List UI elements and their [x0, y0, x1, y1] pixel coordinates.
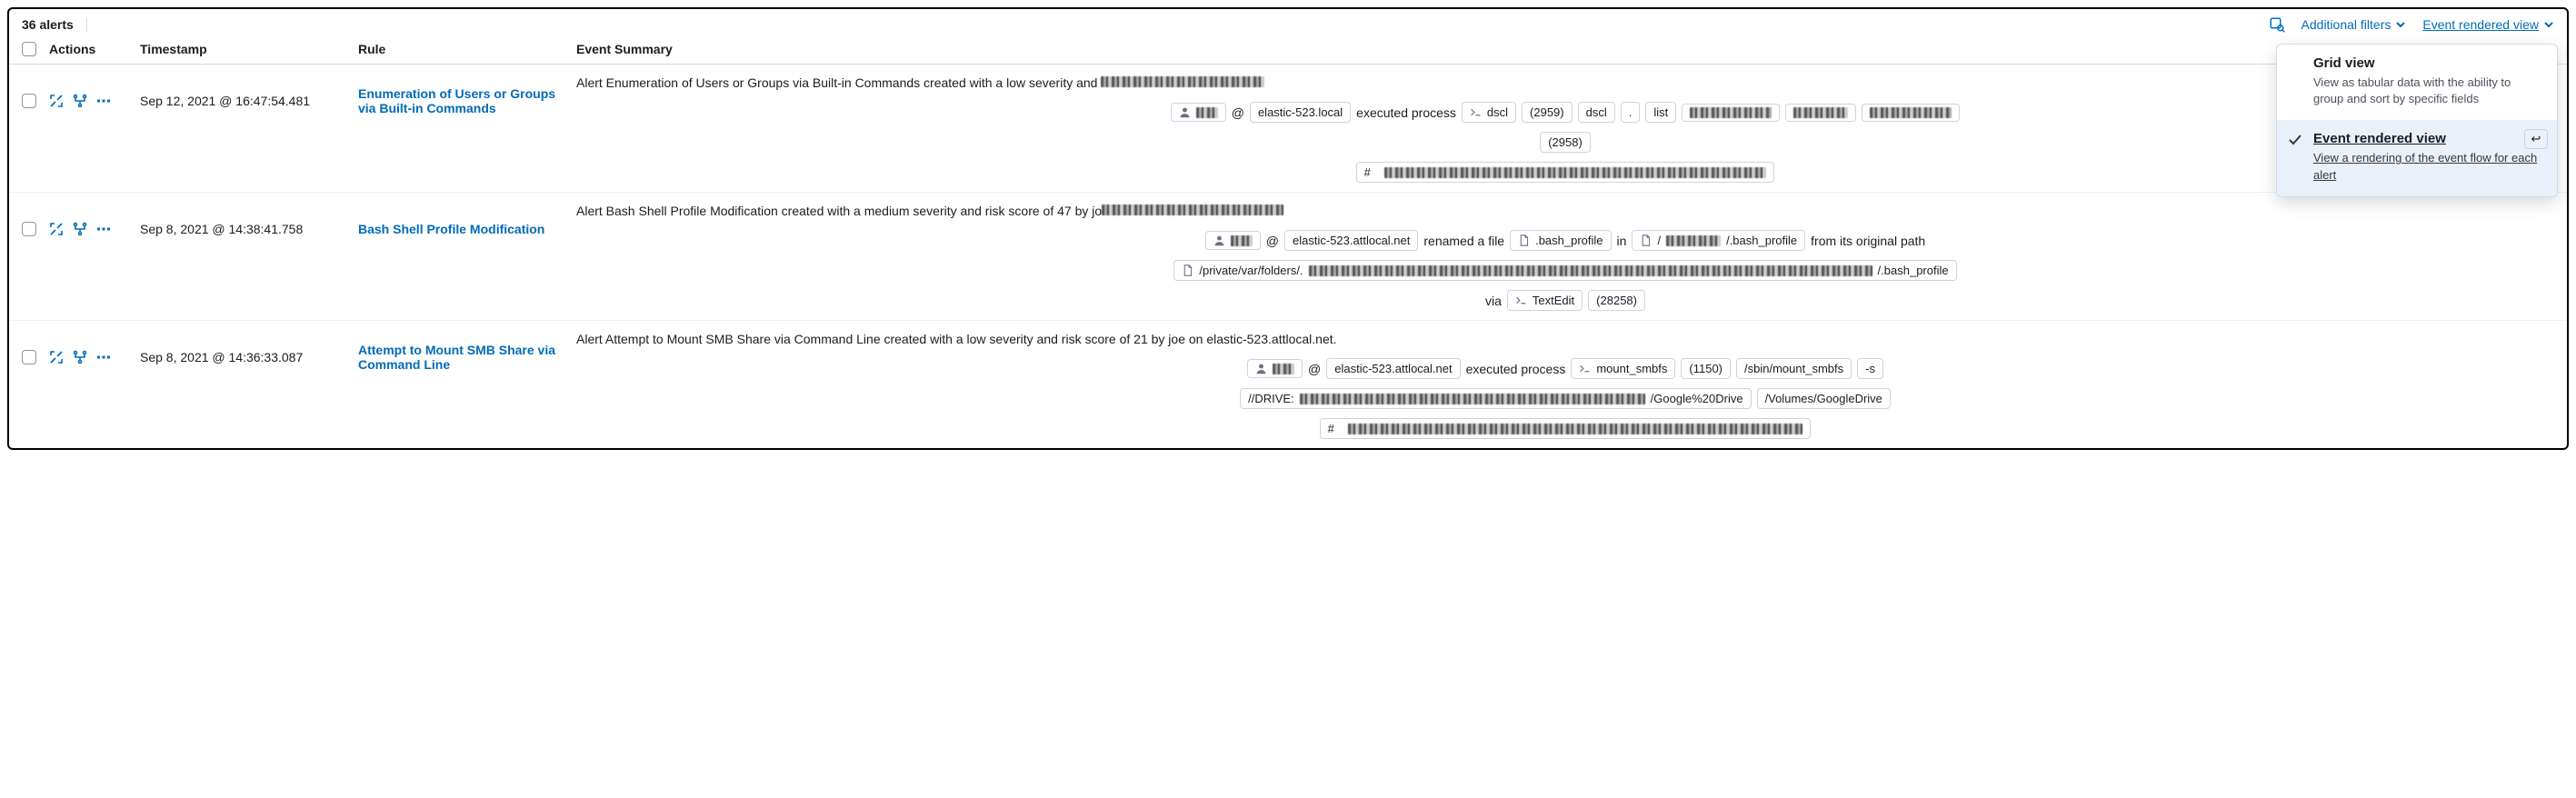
more-icon[interactable]	[96, 94, 111, 108]
process-pill[interactable]: mount_smbfs	[1571, 358, 1675, 379]
user-pill[interactable]	[1247, 359, 1303, 378]
col-timestamp: Timestamp	[140, 42, 358, 56]
analyze-icon[interactable]	[73, 94, 87, 108]
process-pill[interactable]: TextEdit	[1507, 290, 1583, 311]
path-pill[interactable]: /Volumes/GoogleDrive	[1757, 388, 1891, 409]
pid-pill[interactable]: (28258)	[1588, 290, 1645, 311]
dropdown-option-rendered[interactable]: Event rendered view View a rendering of …	[2277, 120, 2557, 195]
additional-filters-button[interactable]: Additional filters	[2301, 17, 2407, 32]
grid-view-title: Grid view	[2313, 55, 2542, 71]
table-row: Sep 8, 2021 @ 14:38:41.758 Bash Shell Pr…	[9, 193, 2567, 321]
rule-link[interactable]: Attempt to Mount SMB Share via Command L…	[358, 343, 558, 372]
host-pill[interactable]: elastic-523.local	[1250, 102, 1351, 123]
row-checkbox[interactable]	[22, 94, 36, 108]
user-pill[interactable]	[1205, 231, 1261, 250]
analyze-icon[interactable]	[73, 222, 87, 236]
event-flow-via: via TextEdit (28258)	[576, 290, 2554, 311]
enter-key-hint: ↩	[2524, 129, 2548, 149]
event-flow: @ elastic-523.attlocal.net renamed a fil…	[576, 230, 2554, 251]
col-actions: Actions	[49, 42, 140, 56]
event-flow: @ elastic-523.local executed process dsc…	[576, 102, 2554, 123]
user-pill[interactable]	[1171, 103, 1226, 122]
arg-pill[interactable]	[1785, 104, 1856, 122]
more-icon[interactable]	[96, 222, 111, 236]
arg-pill[interactable]: .	[1621, 102, 1641, 123]
arg-pill[interactable]	[1862, 104, 1960, 122]
pid-pill[interactable]: (1150)	[1681, 358, 1731, 379]
process-pill[interactable]: dscl	[1462, 102, 1516, 123]
inspect-icon[interactable]	[2269, 16, 2285, 33]
pid-pill[interactable]: (2959)	[1522, 102, 1573, 123]
chevron-down-icon	[2395, 19, 2406, 30]
hash-pill[interactable]: #	[1356, 162, 1775, 183]
col-event-summary: Event Summary	[576, 42, 2554, 56]
event-flow-line2: (2958)	[576, 132, 2554, 153]
event-flow: @ elastic-523.attlocal.net executed proc…	[576, 358, 2554, 379]
hash-pill[interactable]: #	[1320, 418, 1812, 439]
table-row: Sep 12, 2021 @ 16:47:54.481 Enumeration …	[9, 65, 2567, 193]
grid-view-desc: View as tabular data with the ability to…	[2313, 75, 2542, 107]
file-pill[interactable]: //.bash_profile	[1632, 230, 1805, 251]
row-checkbox[interactable]	[22, 222, 36, 236]
additional-filters-label: Additional filters	[2301, 17, 2391, 32]
rendered-view-desc: View a rendering of the event flow for e…	[2313, 150, 2542, 183]
path-pill[interactable]: /private/var/folders/./.bash_profile	[1173, 260, 1956, 281]
view-toggle-button[interactable]: Event rendered view	[2422, 17, 2554, 32]
process-pill[interactable]: dscl	[1578, 102, 1615, 123]
event-flow-line2: //DRIVE:/Google%20Drive /Volumes/GoogleD…	[576, 388, 2554, 409]
timestamp: Sep 8, 2021 @ 14:36:33.087	[140, 350, 303, 364]
path-pill[interactable]: //DRIVE:/Google%20Drive	[1240, 388, 1751, 409]
row-checkbox[interactable]	[22, 350, 36, 364]
col-rule: Rule	[358, 42, 576, 56]
rule-link[interactable]: Bash Shell Profile Modification	[358, 222, 544, 236]
timestamp: Sep 12, 2021 @ 16:47:54.481	[140, 94, 310, 108]
path-pill[interactable]: /sbin/mount_smbfs	[1736, 358, 1852, 379]
host-pill[interactable]: elastic-523.attlocal.net	[1326, 358, 1460, 379]
event-flow-hash: #	[576, 162, 2554, 183]
table-row: Sep 8, 2021 @ 14:36:33.087 Attempt to Mo…	[9, 321, 2567, 448]
arg-pill[interactable]: -s	[1857, 358, 1883, 379]
view-dropdown: Grid view View as tabular data with the …	[2276, 44, 2558, 197]
event-flow-path: /private/var/folders/./.bash_profile	[576, 260, 2554, 281]
timestamp: Sep 8, 2021 @ 14:38:41.758	[140, 222, 303, 236]
alert-summary-text: Alert Bash Shell Profile Modification cr…	[576, 202, 2554, 221]
expand-icon[interactable]	[49, 94, 64, 108]
rule-link[interactable]: Enumeration of Users or Groups via Built…	[358, 86, 558, 115]
expand-icon[interactable]	[49, 222, 64, 236]
file-pill[interactable]: .bash_profile	[1510, 230, 1611, 251]
chevron-down-icon	[2543, 19, 2554, 30]
rendered-view-title: Event rendered view	[2313, 131, 2542, 146]
analyze-icon[interactable]	[73, 350, 87, 364]
arg-pill[interactable]	[1682, 104, 1780, 122]
table-header: Actions Timestamp Rule Event Summary	[9, 36, 2567, 65]
view-toggle-label: Event rendered view	[2422, 17, 2539, 32]
arg-pill[interactable]: list	[1645, 102, 1676, 123]
expand-icon[interactable]	[49, 350, 64, 364]
alert-summary-text: Alert Attempt to Mount SMB Share via Com…	[576, 330, 2554, 349]
pid-pill[interactable]: (2958)	[1540, 132, 1591, 153]
select-all-checkbox[interactable]	[22, 42, 36, 56]
alerts-count: 36 alerts	[22, 17, 87, 32]
more-icon[interactable]	[96, 350, 111, 364]
host-pill[interactable]: elastic-523.attlocal.net	[1284, 230, 1418, 251]
event-flow-hash: #	[576, 418, 2554, 439]
alert-summary-text: Alert Enumeration of Users or Groups via…	[576, 74, 2554, 93]
dropdown-option-grid[interactable]: Grid view View as tabular data with the …	[2277, 45, 2557, 120]
check-icon	[2288, 133, 2302, 147]
